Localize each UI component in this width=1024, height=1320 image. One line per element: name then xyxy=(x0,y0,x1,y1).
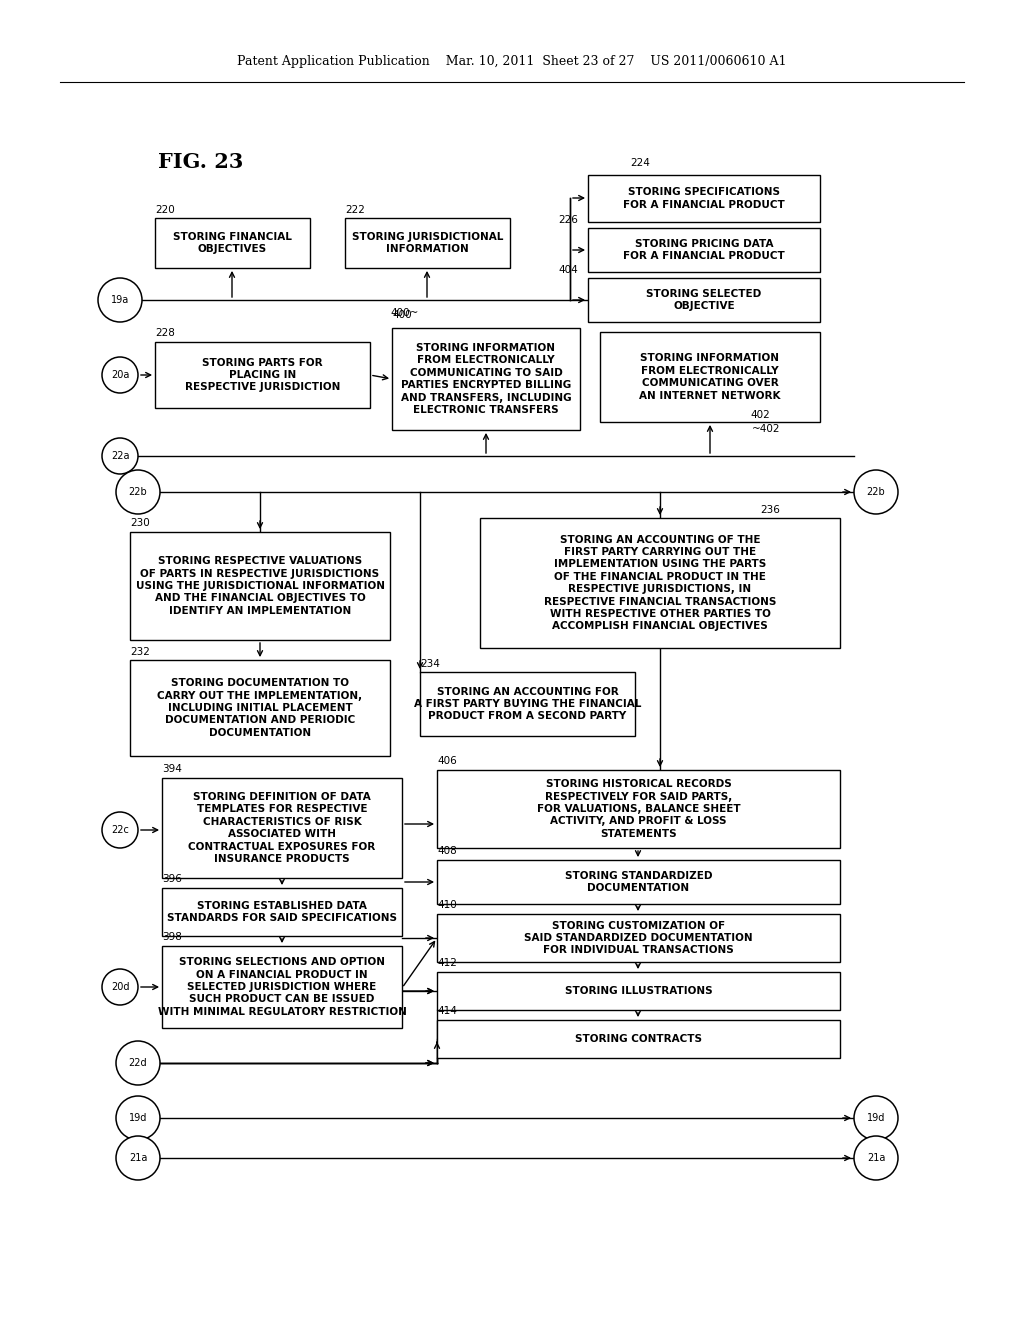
FancyBboxPatch shape xyxy=(162,777,402,878)
Circle shape xyxy=(102,438,138,474)
FancyBboxPatch shape xyxy=(437,770,840,847)
Text: 19d: 19d xyxy=(129,1113,147,1123)
Circle shape xyxy=(102,356,138,393)
FancyBboxPatch shape xyxy=(162,888,402,936)
FancyBboxPatch shape xyxy=(588,279,820,322)
Text: STORING FINANCIAL
OBJECTIVES: STORING FINANCIAL OBJECTIVES xyxy=(173,232,292,255)
Text: 394: 394 xyxy=(162,764,182,774)
Text: STORING AN ACCOUNTING FOR
A FIRST PARTY BUYING THE FINANCIAL
PRODUCT FROM A SECO: STORING AN ACCOUNTING FOR A FIRST PARTY … xyxy=(414,686,641,722)
Text: 226: 226 xyxy=(558,215,578,224)
Text: STORING DOCUMENTATION TO
CARRY OUT THE IMPLEMENTATION,
INCLUDING INITIAL PLACEME: STORING DOCUMENTATION TO CARRY OUT THE I… xyxy=(158,678,362,738)
FancyBboxPatch shape xyxy=(437,861,840,904)
FancyBboxPatch shape xyxy=(480,517,840,648)
Text: STORING DEFINITION OF DATA
TEMPLATES FOR RESPECTIVE
CHARACTERISTICS OF RISK
ASSO: STORING DEFINITION OF DATA TEMPLATES FOR… xyxy=(188,792,376,865)
Text: FIG. 23: FIG. 23 xyxy=(158,152,244,172)
Circle shape xyxy=(854,1096,898,1140)
Text: 21a: 21a xyxy=(866,1152,885,1163)
Text: STORING ILLUSTRATIONS: STORING ILLUSTRATIONS xyxy=(564,986,713,997)
Circle shape xyxy=(102,969,138,1005)
Circle shape xyxy=(116,1096,160,1140)
FancyBboxPatch shape xyxy=(162,946,402,1028)
Circle shape xyxy=(854,1137,898,1180)
Text: 400: 400 xyxy=(392,310,412,319)
Text: 408: 408 xyxy=(437,846,457,855)
Text: STORING RESPECTIVE VALUATIONS
OF PARTS IN RESPECTIVE JURISDICTIONS
USING THE JUR: STORING RESPECTIVE VALUATIONS OF PARTS I… xyxy=(135,556,384,616)
Text: 406: 406 xyxy=(437,756,457,766)
Text: STORING SPECIFICATIONS
FOR A FINANCIAL PRODUCT: STORING SPECIFICATIONS FOR A FINANCIAL P… xyxy=(624,187,784,210)
Text: 22b: 22b xyxy=(866,487,886,498)
Text: 414: 414 xyxy=(437,1006,457,1016)
Circle shape xyxy=(854,470,898,513)
Text: STORING JURISDICTIONAL
INFORMATION: STORING JURISDICTIONAL INFORMATION xyxy=(352,232,503,255)
Text: 400~: 400~ xyxy=(390,308,419,318)
FancyBboxPatch shape xyxy=(420,672,635,737)
Text: 396: 396 xyxy=(162,874,182,884)
Text: 404: 404 xyxy=(558,265,578,275)
Text: 20d: 20d xyxy=(111,982,129,993)
FancyBboxPatch shape xyxy=(600,333,820,422)
Text: STORING HISTORICAL RECORDS
RESPECTIVELY FOR SAID PARTS,
FOR VALUATIONS, BALANCE : STORING HISTORICAL RECORDS RESPECTIVELY … xyxy=(537,779,740,838)
FancyBboxPatch shape xyxy=(437,913,840,962)
Text: STORING PARTS FOR
PLACING IN
RESPECTIVE JURISDICTION: STORING PARTS FOR PLACING IN RESPECTIVE … xyxy=(184,358,340,392)
Text: 22c: 22c xyxy=(111,825,129,836)
FancyBboxPatch shape xyxy=(437,1020,840,1059)
Text: 220: 220 xyxy=(155,205,175,215)
Text: 228: 228 xyxy=(155,327,175,338)
FancyBboxPatch shape xyxy=(588,228,820,272)
FancyBboxPatch shape xyxy=(155,342,370,408)
Text: STORING PRICING DATA
FOR A FINANCIAL PRODUCT: STORING PRICING DATA FOR A FINANCIAL PRO… xyxy=(624,239,784,261)
Circle shape xyxy=(116,1041,160,1085)
Circle shape xyxy=(116,470,160,513)
FancyBboxPatch shape xyxy=(437,972,840,1010)
Text: 236: 236 xyxy=(760,506,780,515)
Text: STORING INFORMATION
FROM ELECTRONICALLY
COMMUNICATING TO SAID
PARTIES ENCRYPTED : STORING INFORMATION FROM ELECTRONICALLY … xyxy=(400,343,571,414)
FancyBboxPatch shape xyxy=(155,218,310,268)
Text: 22b: 22b xyxy=(129,487,147,498)
Text: STORING AN ACCOUNTING OF THE
FIRST PARTY CARRYING OUT THE
IMPLEMENTATION USING T: STORING AN ACCOUNTING OF THE FIRST PARTY… xyxy=(544,535,776,631)
Text: STORING INFORMATION
FROM ELECTRONICALLY
COMMUNICATING OVER
AN INTERNET NETWORK: STORING INFORMATION FROM ELECTRONICALLY … xyxy=(639,354,780,400)
Text: 222: 222 xyxy=(345,205,365,215)
Text: 22a: 22a xyxy=(111,451,129,461)
Circle shape xyxy=(116,1137,160,1180)
Text: 21a: 21a xyxy=(129,1152,147,1163)
Text: 19a: 19a xyxy=(111,294,129,305)
Text: 232: 232 xyxy=(130,647,150,657)
Text: 20a: 20a xyxy=(111,370,129,380)
Text: STORING CUSTOMIZATION OF
SAID STANDARDIZED DOCUMENTATION
FOR INDIVIDUAL TRANSACT: STORING CUSTOMIZATION OF SAID STANDARDIZ… xyxy=(524,920,753,956)
Text: 230: 230 xyxy=(130,517,150,528)
Text: 398: 398 xyxy=(162,932,182,942)
Text: 412: 412 xyxy=(437,958,457,968)
FancyBboxPatch shape xyxy=(130,532,390,640)
Text: 19d: 19d xyxy=(866,1113,885,1123)
FancyBboxPatch shape xyxy=(345,218,510,268)
Text: 22d: 22d xyxy=(129,1059,147,1068)
FancyBboxPatch shape xyxy=(130,660,390,756)
Circle shape xyxy=(98,279,142,322)
FancyBboxPatch shape xyxy=(392,327,580,430)
Text: ~402: ~402 xyxy=(752,424,780,434)
Text: 234: 234 xyxy=(420,659,440,669)
Text: 410: 410 xyxy=(437,900,457,909)
Circle shape xyxy=(102,812,138,847)
Text: STORING CONTRACTS: STORING CONTRACTS xyxy=(575,1034,702,1044)
Text: STORING ESTABLISHED DATA
STANDARDS FOR SAID SPECIFICATIONS: STORING ESTABLISHED DATA STANDARDS FOR S… xyxy=(167,900,397,923)
Text: STORING SELECTIONS AND OPTION
ON A FINANCIAL PRODUCT IN
SELECTED JURISDICTION WH: STORING SELECTIONS AND OPTION ON A FINAN… xyxy=(158,957,407,1016)
Text: STORING SELECTED
OBJECTIVE: STORING SELECTED OBJECTIVE xyxy=(646,289,762,312)
Text: Patent Application Publication    Mar. 10, 2011  Sheet 23 of 27    US 2011/00606: Patent Application Publication Mar. 10, … xyxy=(238,55,786,69)
Text: 402: 402 xyxy=(750,411,770,420)
Text: STORING STANDARDIZED
DOCUMENTATION: STORING STANDARDIZED DOCUMENTATION xyxy=(565,871,713,894)
FancyBboxPatch shape xyxy=(588,176,820,222)
Text: 224: 224 xyxy=(630,158,650,168)
